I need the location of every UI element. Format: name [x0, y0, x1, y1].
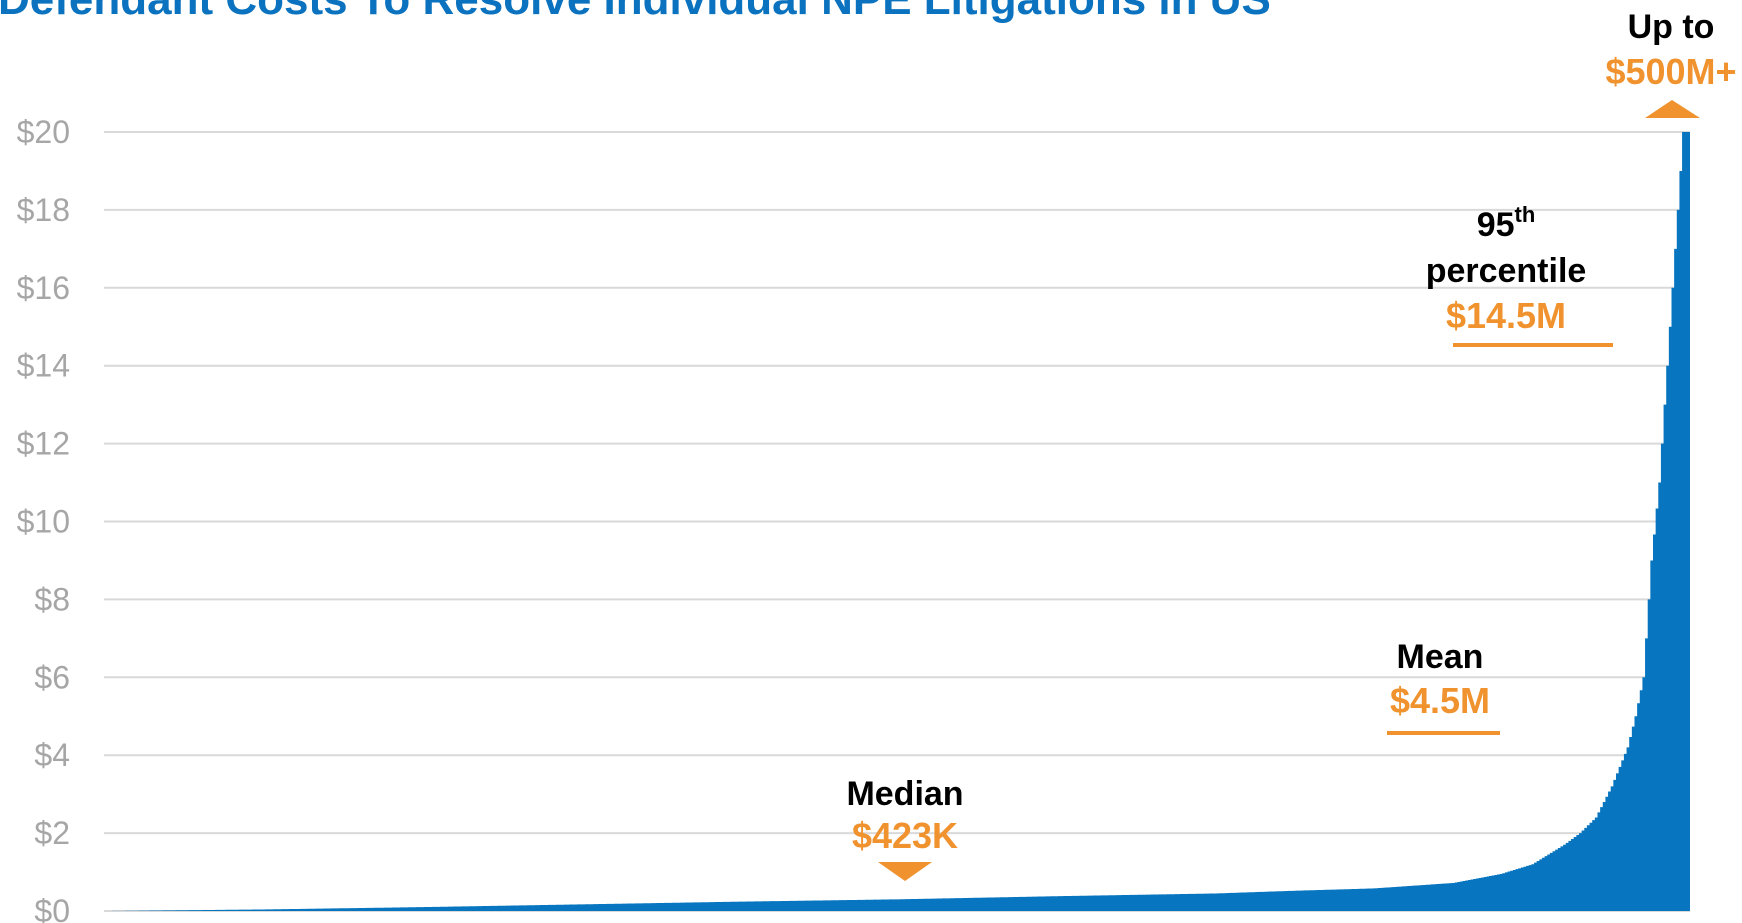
y-tick-label: $12: [17, 426, 70, 462]
y-tick-label: $8: [34, 581, 70, 617]
y-tick-label: $14: [17, 348, 70, 384]
y-tick-label: $2: [34, 815, 70, 851]
y-tick-label: $20: [17, 114, 70, 150]
y-tick-label: $16: [17, 270, 70, 306]
y-tick-label: $10: [17, 504, 70, 540]
p95-label-line2: percentile: [1426, 252, 1587, 290]
y-tick-label: $0: [34, 893, 70, 923]
chart-title: Defendant Costs To Resolve Individual NP…: [0, 0, 1271, 24]
median-marker: [878, 862, 932, 881]
max-label: Up to: [1628, 8, 1715, 46]
y-axis-ticks: $0 $2 $4 $6 $8 $10 $12 $14 $16 $18 $20: [17, 114, 70, 923]
gridlines: [104, 131, 1690, 912]
y-tick-label: $6: [34, 659, 70, 695]
annotations: Median $423K Mean $4.5M 95th percentile …: [846, 8, 1737, 881]
mean-value: $4.5M: [1390, 680, 1490, 721]
p95-value: $14.5M: [1446, 295, 1566, 336]
mean-label: Mean: [1397, 638, 1484, 676]
max-marker: [1645, 100, 1700, 118]
y-tick-label: $18: [17, 192, 70, 228]
p95-label-num: 95th: [1477, 202, 1536, 244]
max-value: $500M+: [1605, 51, 1736, 92]
median-label: Median: [846, 775, 963, 813]
y-tick-label: $4: [34, 737, 70, 773]
median-value: $423K: [852, 815, 958, 856]
